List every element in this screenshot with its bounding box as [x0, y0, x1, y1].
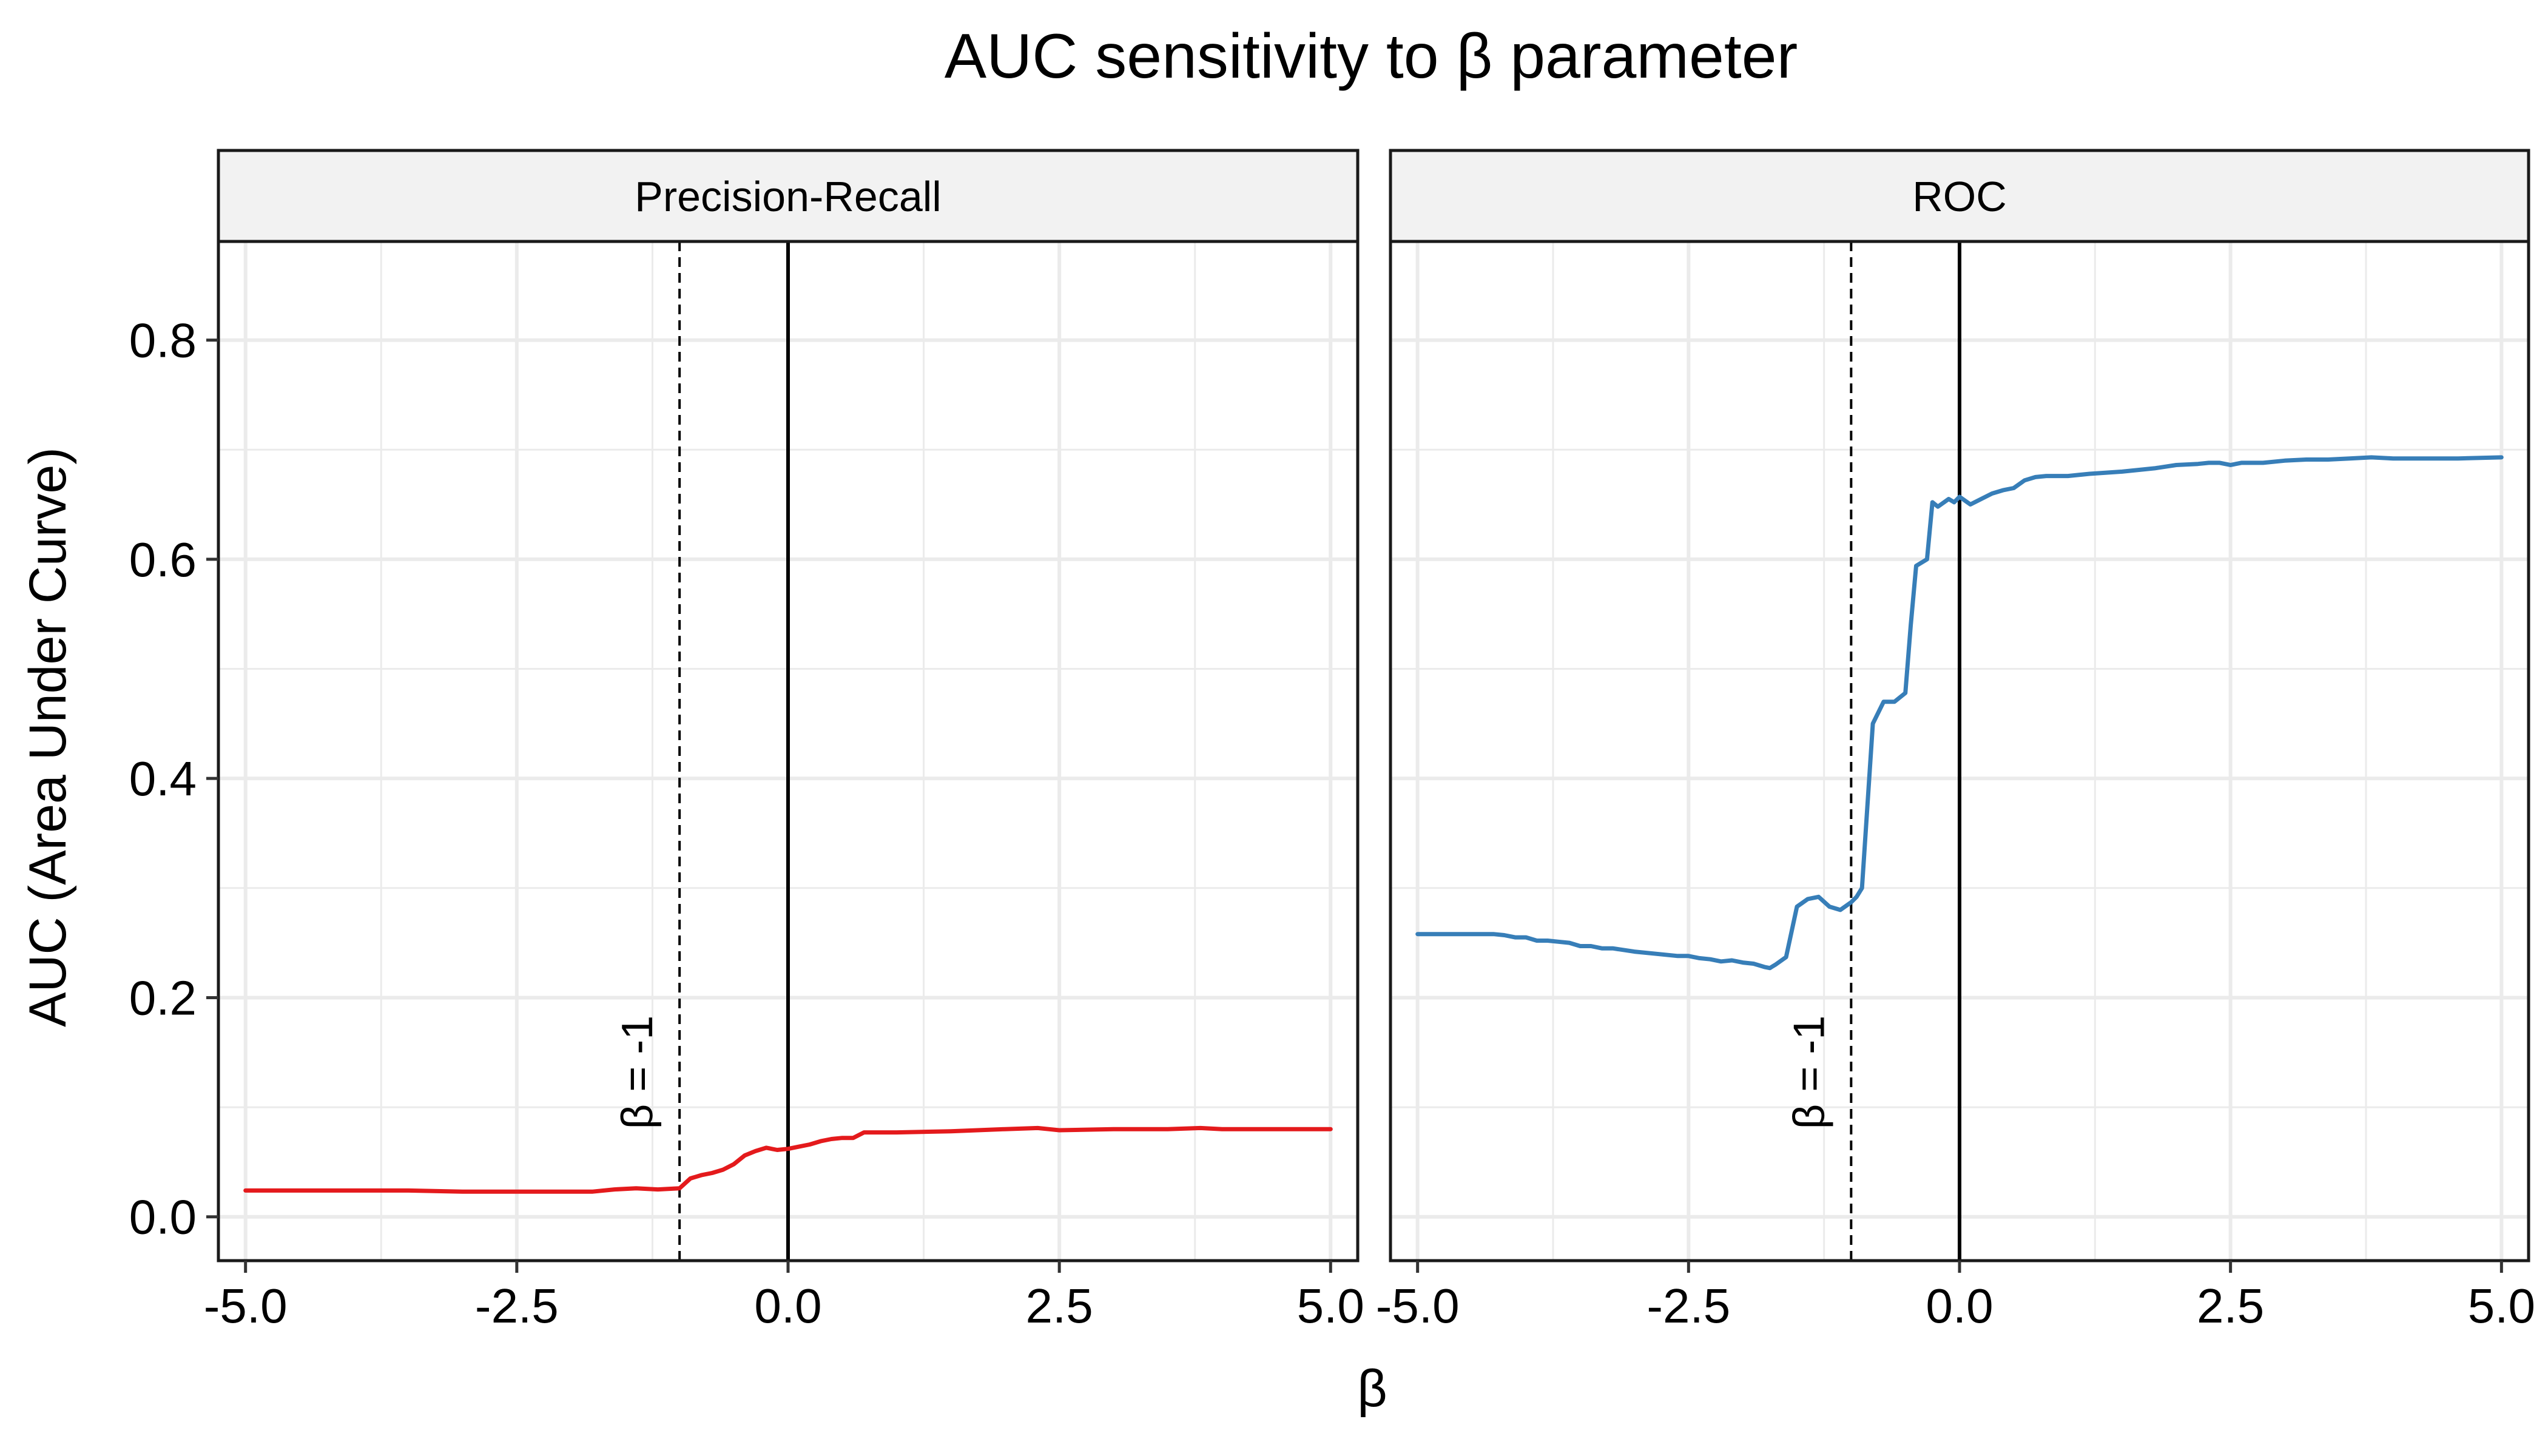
data-line-precision-recall: [243, 1125, 1333, 1194]
x-tick-label: 0.0: [1926, 1279, 1993, 1333]
x-tick-label: -2.5: [1646, 1279, 1730, 1333]
x-tick-label: 2.5: [1026, 1279, 1093, 1333]
y-tick-label: 0.4: [129, 752, 197, 806]
x-tick-label: 0.0: [754, 1279, 821, 1333]
y-axis-title: AUC (Area Under Curve): [19, 447, 77, 1027]
facet-strip-label: Precision-Recall: [635, 173, 942, 220]
x-tick-label: -5.0: [1376, 1279, 1460, 1333]
chart-title: AUC sensitivity to β parameter: [945, 21, 1798, 92]
y-tick-label: 0.2: [129, 971, 197, 1025]
facet-strip: [217, 149, 1360, 243]
x-tick-label: 5.0: [2468, 1279, 2535, 1333]
y-tick-label: 0.0: [129, 1190, 197, 1244]
reference-line-label: β = -1: [1785, 1016, 1833, 1130]
y-tick-label: 0.6: [129, 533, 197, 587]
x-tick-label: 5.0: [1297, 1279, 1364, 1333]
facet-strip-label: ROC: [1912, 173, 2007, 220]
data-line-roc: [1415, 455, 2504, 971]
reference-line-label: β = -1: [613, 1016, 662, 1130]
x-tick-label: -5.0: [204, 1279, 288, 1333]
x-tick-label: 2.5: [2197, 1279, 2264, 1333]
panel-1: ROC β = -1 -5.0 -2.5 0.0 2.5 5.0: [1376, 149, 2535, 1333]
y-tick-label: 0.8: [129, 314, 197, 368]
x-axis-title: β: [1357, 1360, 1387, 1418]
panels-layer: Precision-Recall β = -1 -5.0 -2.5 0.0 2.5 5.0 0…: [129, 149, 2535, 1333]
panel-0: Precision-Recall β = -1 -5.0 -2.5 0.0 2.5 5.0 0…: [129, 149, 1364, 1333]
facet-strip: [1389, 149, 2530, 243]
x-tick-label: -2.5: [475, 1279, 559, 1333]
